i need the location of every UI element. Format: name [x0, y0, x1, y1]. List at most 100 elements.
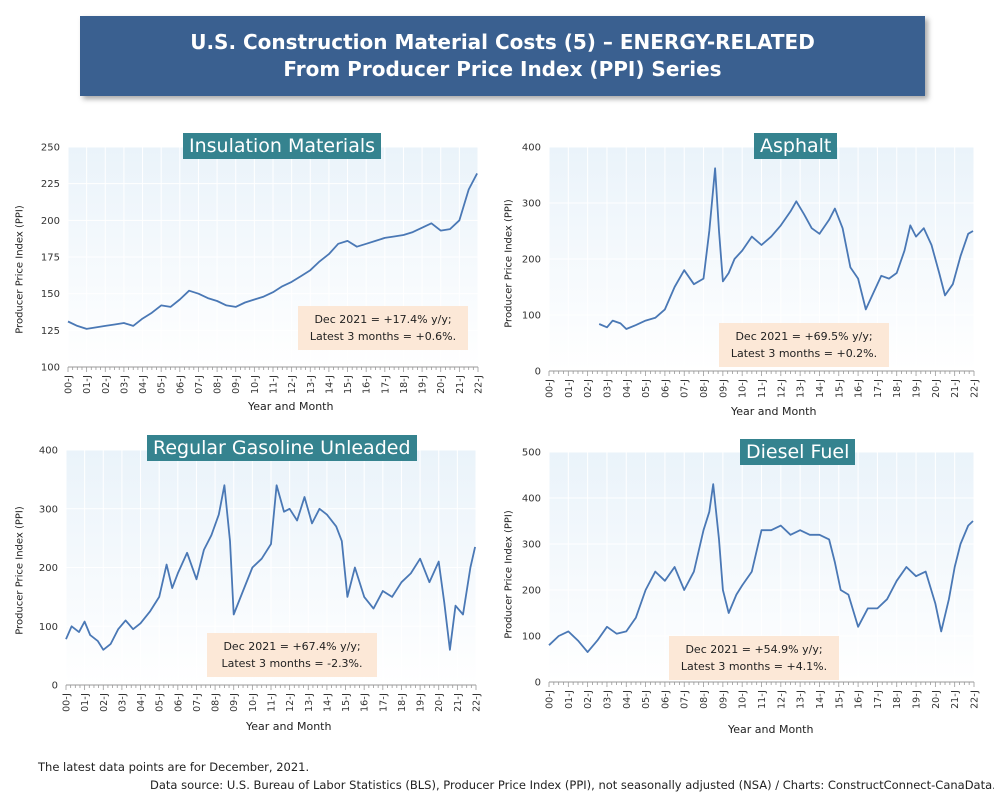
x-tick-label: 22-J [970, 690, 981, 709]
x-tick-label: 08-J [213, 375, 224, 394]
y-tick-label: 125 [41, 326, 60, 337]
x-tick-label: 08-J [699, 379, 710, 398]
x-tick-label: 19-J [912, 690, 923, 709]
y-tick-label: 0 [52, 681, 58, 692]
y-tick-label: 500 [522, 448, 541, 459]
y-axis-label: Producer Price Index (PPI) [503, 199, 515, 328]
x-tick-label: 00-J [62, 693, 73, 712]
x-tick-label: 11-J [757, 690, 768, 709]
y-tick-label: 300 [39, 504, 58, 515]
x-tick-label: 22-J [474, 375, 485, 394]
x-tick-label: 07-J [194, 375, 205, 394]
x-tick-label: 04-J [138, 375, 149, 394]
header-title-line2: From Producer Price Index (PPI) Series [283, 57, 722, 81]
x-tick-label: 15-J [834, 379, 845, 398]
x-axis-label: Year and Month [248, 400, 334, 413]
x-tick-label: 10-J [250, 375, 261, 394]
x-axis-label: Year and Month [246, 720, 332, 733]
series-line [65, 484, 476, 651]
x-tick-label: 21-J [950, 690, 961, 709]
x-tick-label: 02-J [99, 693, 110, 712]
x-tick-label: 03-J [602, 379, 613, 398]
series-line [67, 172, 478, 330]
x-tick-label: 00-J [545, 379, 556, 398]
x-tick-label: 03-J [117, 693, 128, 712]
x-tick-label: 15-J [834, 690, 845, 709]
y-tick-label: 150 [41, 289, 60, 300]
x-tick-label: 08-J [211, 693, 222, 712]
x-tick-label: 14-J [324, 375, 335, 394]
x-tick-label: 19-J [416, 693, 427, 712]
y-tick-label: 250 [41, 143, 60, 154]
x-tick-label: 01-J [80, 693, 91, 712]
y-tick-label: 200 [522, 586, 541, 597]
chart-svg-diesel: 0 100 200 300 400 500 00-J 01-J 02-J 03-J 04-J 05-J… [522, 448, 981, 709]
annotation-box: Dec 2021 = +54.9% y/y; Latest 3 months =… [669, 636, 839, 680]
x-tick-label: 08-J [699, 690, 710, 709]
x-tick-label: 17-J [380, 375, 391, 394]
header-title-line1: U.S. Construction Material Costs (5) – E… [190, 30, 815, 54]
chart-title: Diesel Fuel [740, 439, 856, 465]
x-tick-label: 04-J [622, 690, 633, 709]
x-tick-label: 07-J [680, 690, 691, 709]
chart-panel-diesel: 0 100 200 300 400 500 00-J 01-J 02-J 03-J 04-J 05-J… [497, 425, 994, 745]
x-tick-label: 17-J [378, 693, 389, 712]
x-tick-label: 13-J [796, 690, 807, 709]
x-tick-label: 03-J [119, 375, 130, 394]
y-tick-label: 0 [535, 678, 541, 689]
x-tick-label: 06-J [660, 690, 671, 709]
x-tick-label: 09-J [231, 375, 242, 394]
x-axis-label: Year and Month [728, 723, 814, 736]
y-tick-label: 100 [522, 311, 541, 322]
series-line [598, 167, 974, 330]
x-tick-label: 04-J [622, 379, 633, 398]
annotation-line1: Dec 2021 = +67.4% y/y; [223, 640, 361, 653]
x-tick-label: 21-J [453, 693, 464, 712]
x-tick-label: 14-J [322, 693, 333, 712]
y-axis-label: Producer Price Index (PPI) [14, 506, 26, 635]
y-tick-label: 200 [522, 255, 541, 266]
x-tick-label: 16-J [362, 375, 373, 394]
x-tick-label: 20-J [931, 690, 942, 709]
x-tick-label: 16-J [854, 690, 865, 709]
y-axis-label: Producer Price Index (PPI) [14, 205, 26, 334]
x-tick-label: 10-J [248, 693, 259, 712]
x-tick-label: 18-J [397, 693, 408, 712]
x-tick-label: 06-J [660, 379, 671, 398]
x-tick-label: 09-J [718, 690, 729, 709]
x-tick-label: 14-J [815, 379, 826, 398]
footer-source: Data source: U.S. Bureau of Labor Statis… [150, 778, 994, 792]
x-tick-label: 12-J [287, 375, 298, 394]
x-tick-label: 07-J [192, 693, 203, 712]
x-tick-label: 02-J [583, 690, 594, 709]
chart-svg-gasoline: 0 100 200 300 400 00-J 01-J 02-J 03-J 04-J 05-J 06-… [39, 446, 483, 712]
annotation-line2: Latest 3 months = +0.6%. [309, 330, 457, 343]
x-tick-label: 18-J [892, 690, 903, 709]
annotation-line1: Dec 2021 = +54.9% y/y; [685, 643, 823, 656]
x-tick-label: 11-J [757, 379, 768, 398]
x-tick-label: 12-J [285, 693, 296, 712]
x-tick-label: 05-J [155, 693, 166, 712]
y-tick-label: 175 [41, 253, 60, 264]
y-tick-label: 400 [39, 446, 58, 457]
chart-title: Regular Gasoline Unleaded [147, 435, 417, 461]
y-tick-label: 100 [41, 363, 60, 374]
x-tick-label: 11-J [269, 375, 280, 394]
x-tick-label: 11-J [267, 693, 278, 712]
x-tick-label: 05-J [641, 379, 652, 398]
x-tick-label: 22-J [472, 693, 483, 712]
x-tick-label: 13-J [306, 375, 317, 394]
x-tick-label: 10-J [738, 690, 749, 709]
x-tick-label: 12-J [776, 690, 787, 709]
x-tick-label: 19-J [912, 379, 923, 398]
x-tick-label: 18-J [399, 375, 410, 394]
chart-svg-asphalt: 0 100 200 300 400 00-J 01-J 02-J 03-J 04-J 05-J 06-… [522, 143, 981, 398]
x-tick-label: 04-J [136, 693, 147, 712]
x-tick-label: 02-J [583, 379, 594, 398]
footer-note: The latest data points are for December,… [38, 760, 310, 774]
x-tick-label: 00-J [545, 690, 556, 709]
y-tick-label: 300 [522, 199, 541, 210]
x-tick-label: 20-J [436, 375, 447, 394]
y-tick-label: 400 [522, 143, 541, 154]
x-tick-label: 06-J [173, 693, 184, 712]
